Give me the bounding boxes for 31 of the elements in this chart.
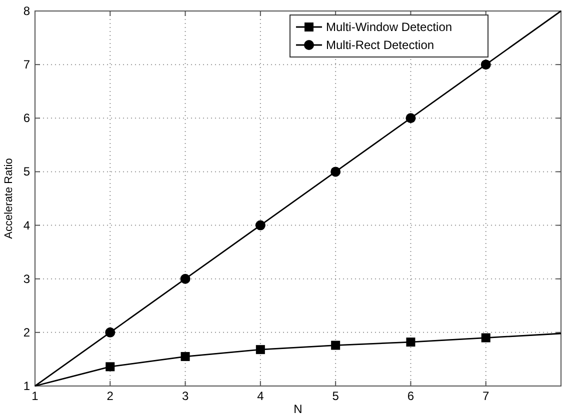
point	[481, 333, 490, 342]
x-tick-label: 1	[32, 389, 39, 403]
point	[255, 220, 266, 230]
x-tick-label: 4	[257, 389, 264, 403]
point	[480, 60, 491, 70]
point	[256, 345, 265, 354]
y-tick-label: 6	[23, 111, 30, 126]
y-axis-title: Accelerate Ratio	[3, 158, 15, 239]
point	[406, 113, 416, 124]
y-tick-label: 8	[23, 4, 30, 18]
y-tick-label: 3	[23, 272, 30, 286]
point	[180, 274, 190, 284]
y-tick-label: 5	[23, 164, 30, 179]
point	[406, 338, 416, 347]
x-tick-label: 7	[482, 389, 490, 403]
x-tick-label: 6	[407, 389, 414, 403]
legend-label: Multi-Rect Detection	[326, 38, 434, 52]
y-tick-label: 1	[23, 379, 30, 393]
y-tick-label: 7	[23, 58, 30, 72]
x-tick-label: 2	[106, 389, 114, 403]
legend-label: Multi-Window Detection	[326, 20, 452, 34]
point	[330, 166, 341, 177]
x-tick-label: 5	[332, 389, 340, 403]
point	[105, 327, 116, 338]
point	[106, 362, 115, 372]
point	[180, 352, 190, 362]
x-axis-title: N	[294, 402, 302, 416]
y-tick-label: 2	[23, 325, 30, 340]
point	[331, 340, 340, 350]
y-tick-label: 4	[23, 218, 30, 232]
x-tick-label: 3	[182, 389, 189, 403]
